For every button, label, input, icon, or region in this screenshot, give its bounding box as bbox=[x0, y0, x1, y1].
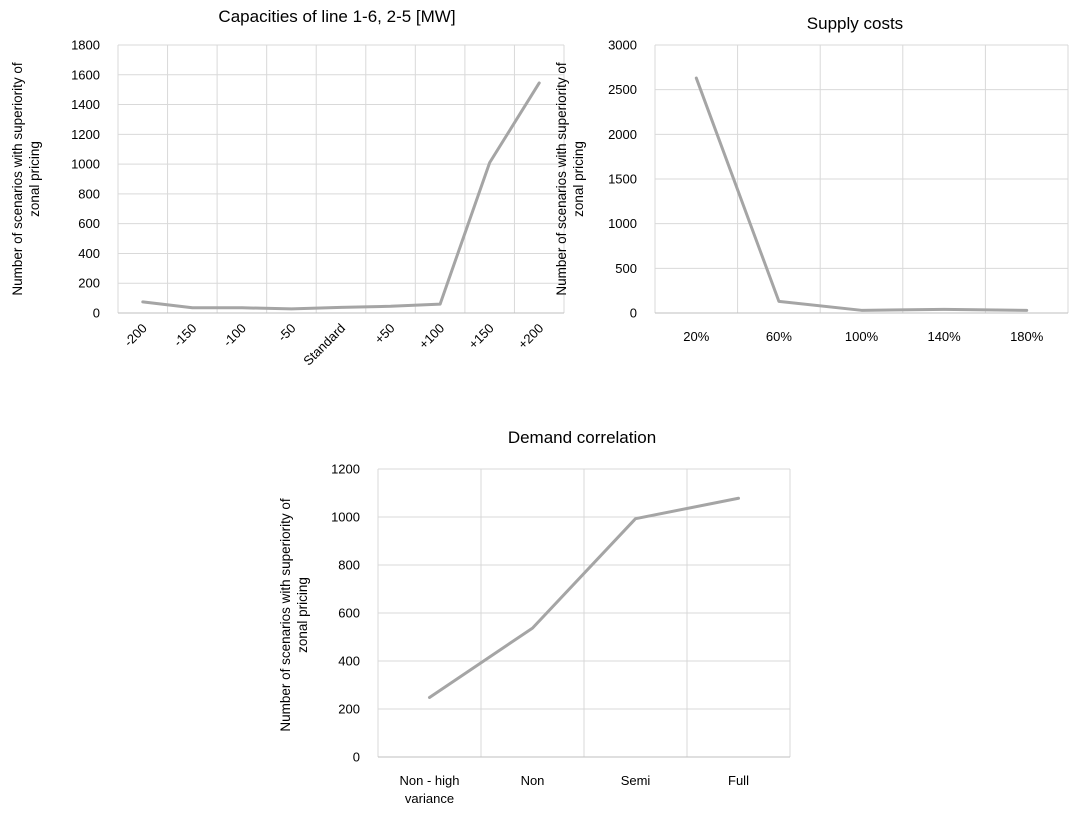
y-tick-label: 1600 bbox=[71, 67, 100, 82]
x-tick-label: Non bbox=[521, 773, 545, 788]
data-point bbox=[942, 308, 946, 311]
x-tick-label: Full bbox=[728, 773, 749, 788]
x-tick-label: 20% bbox=[683, 329, 709, 344]
data-point bbox=[141, 300, 144, 304]
x-tick-label: -150 bbox=[170, 321, 199, 350]
y-tick-label: 500 bbox=[615, 261, 637, 276]
y-tick-label: 400 bbox=[78, 246, 100, 261]
x-tick-label: +50 bbox=[371, 321, 397, 347]
y-tick-label: 1000 bbox=[331, 510, 360, 525]
chart-title: Demand correlation bbox=[508, 428, 656, 447]
y-tick-label: 1200 bbox=[331, 462, 360, 477]
x-tick-label: 100% bbox=[845, 329, 879, 344]
y-tick-label: 2000 bbox=[608, 127, 637, 142]
data-point bbox=[339, 306, 343, 309]
x-tick-label: Semi bbox=[621, 773, 651, 788]
x-tick-label: -50 bbox=[275, 321, 299, 345]
y-tick-label: 600 bbox=[338, 606, 360, 621]
series-line bbox=[694, 76, 1029, 312]
x-tick-label: Non - high variance bbox=[400, 773, 460, 806]
y-tick-label: 200 bbox=[78, 276, 100, 291]
y-axis-label: Number of scenarios with superiority of z… bbox=[10, 62, 42, 296]
y-tick-label: 2500 bbox=[608, 82, 637, 97]
data-point bbox=[777, 300, 781, 303]
y-tick-label: 1000 bbox=[608, 216, 637, 231]
y-tick-label: 1200 bbox=[71, 127, 100, 142]
x-tick-label: -100 bbox=[220, 321, 249, 350]
data-point bbox=[389, 305, 392, 308]
x-tick-label: +150 bbox=[465, 321, 496, 352]
data-point bbox=[488, 161, 491, 164]
x-tick-label: -200 bbox=[121, 321, 150, 350]
y-tick-label: 3000 bbox=[608, 38, 637, 53]
data-point bbox=[531, 626, 534, 630]
y-axis-label: Number of scenarios with superiority of z… bbox=[278, 498, 310, 732]
data-point bbox=[860, 309, 863, 312]
data-point bbox=[240, 306, 244, 309]
data-point bbox=[634, 517, 637, 520]
series-line bbox=[428, 496, 740, 699]
y-tick-label: 0 bbox=[353, 750, 360, 765]
y-axis-label: Number of scenarios with superiority of z… bbox=[554, 62, 586, 296]
chart-2: Supply costs Number of scenarios with sup… bbox=[554, 14, 1069, 344]
x-tick-label: 140% bbox=[927, 329, 961, 344]
data-point bbox=[695, 76, 698, 80]
chart-title: Capacities of line 1-6, 2-5 [MW] bbox=[218, 7, 455, 26]
data-point bbox=[1025, 309, 1028, 312]
series-line bbox=[141, 81, 541, 311]
x-tick-label: 180% bbox=[1010, 329, 1044, 344]
y-tick-label: 1500 bbox=[608, 172, 637, 187]
y-tick-label: 0 bbox=[93, 306, 100, 321]
y-tick-label: 800 bbox=[338, 558, 360, 573]
chart-1: Capacities of line 1-6, 2-5 [MW] Number o… bbox=[10, 7, 565, 369]
y-tick-label: 0 bbox=[630, 306, 637, 321]
y-tick-label: 400 bbox=[338, 654, 360, 669]
x-tick-label: Standard bbox=[300, 321, 348, 369]
data-point bbox=[290, 307, 293, 311]
y-tick-label: 1400 bbox=[71, 97, 100, 112]
y-tick-label: 1800 bbox=[71, 38, 100, 53]
y-tick-label: 1000 bbox=[71, 157, 100, 172]
y-tick-label: 800 bbox=[78, 186, 100, 201]
chart-3: Demand correlation Number of scenarios wi… bbox=[278, 428, 791, 806]
chart-title: Supply costs bbox=[807, 14, 903, 33]
data-point bbox=[438, 302, 442, 306]
data-point bbox=[737, 497, 740, 500]
data-point bbox=[191, 306, 194, 309]
x-tick-label: +100 bbox=[416, 321, 447, 352]
x-tick-label: +200 bbox=[515, 321, 546, 352]
data-point bbox=[428, 696, 431, 699]
x-tick-label: 60% bbox=[766, 329, 792, 344]
y-tick-label: 200 bbox=[338, 702, 360, 717]
data-point bbox=[538, 81, 541, 85]
y-tick-label: 600 bbox=[78, 216, 100, 231]
